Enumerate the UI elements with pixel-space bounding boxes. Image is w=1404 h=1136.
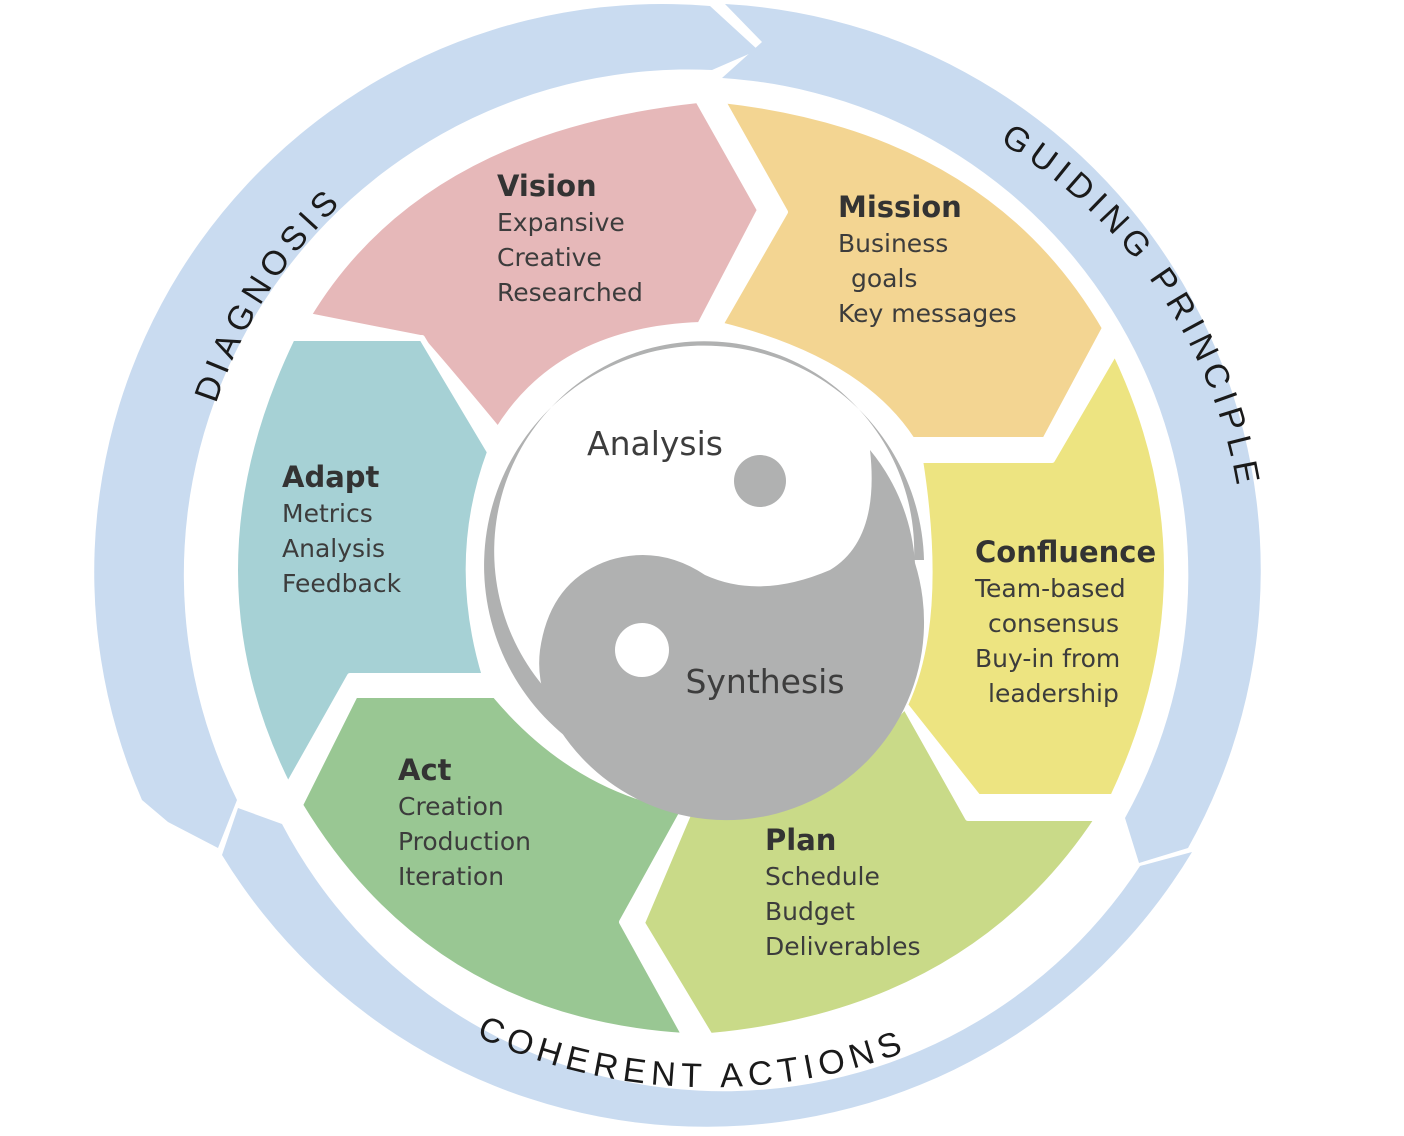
center-label-synthesis: Synthesis: [685, 662, 844, 701]
segment-title-mission: Mission: [838, 190, 962, 224]
ring-arrow-diagnosis: [94, 3, 758, 849]
segment-line-act-2: Production: [398, 827, 531, 856]
segment-line-vision-2: Creative: [497, 243, 602, 272]
segment-line-confluence-3: Buy-in from: [975, 644, 1120, 673]
ring-arrow-coherent-actions: [222, 808, 1192, 1127]
segment-title-act: Act: [398, 753, 452, 787]
segments: [232, 97, 1170, 1039]
segment-title-adapt: Adapt: [282, 460, 380, 494]
segment-title-vision: Vision: [497, 169, 597, 203]
segment-adapt: [232, 335, 493, 789]
segment-line-adapt-3: Feedback: [282, 569, 402, 598]
segment-line-act-3: Iteration: [398, 862, 504, 891]
segment-line-plan-3: Deliverables: [765, 932, 921, 961]
segment-act: [297, 692, 688, 1039]
segment-line-confluence-2: consensus: [988, 609, 1119, 638]
yin-yang-synthesis-half: [539, 450, 925, 821]
segment-line-mission-3: Key messages: [838, 299, 1017, 328]
segment-title-plan: Plan: [765, 823, 836, 857]
yin-yang-light-dot: [615, 623, 669, 677]
segment-line-confluence-4: leadership: [988, 679, 1119, 708]
segment-line-adapt-1: Metrics: [282, 499, 373, 528]
outer-ring: [94, 3, 1261, 1127]
center-label-analysis: Analysis: [587, 424, 723, 463]
segment-line-mission-1: Business: [838, 229, 948, 258]
segment-line-vision-3: Researched: [497, 278, 643, 307]
yin-yang-dark-dot: [734, 455, 786, 507]
segment-mission: [717, 97, 1108, 443]
ring-arrow-guiding-principles: [722, 4, 1261, 863]
segment-line-act-1: Creation: [398, 792, 504, 821]
segment-labels: Vision Expansive Creative Researched Mis…: [282, 169, 1156, 961]
segment-line-plan-2: Budget: [765, 897, 855, 926]
segment-confluence: [902, 349, 1170, 800]
segment-line-adapt-2: Analysis: [282, 534, 385, 563]
segment-line-plan-1: Schedule: [765, 862, 880, 891]
segment-line-mission-2: goals: [851, 264, 917, 293]
yin-yang-center: Analysis Synthesis: [481, 341, 925, 821]
segment-title-confluence: Confluence: [975, 535, 1156, 569]
segment-line-vision-1: Expansive: [497, 208, 625, 237]
segment-line-confluence-1: Team-based: [974, 574, 1126, 603]
